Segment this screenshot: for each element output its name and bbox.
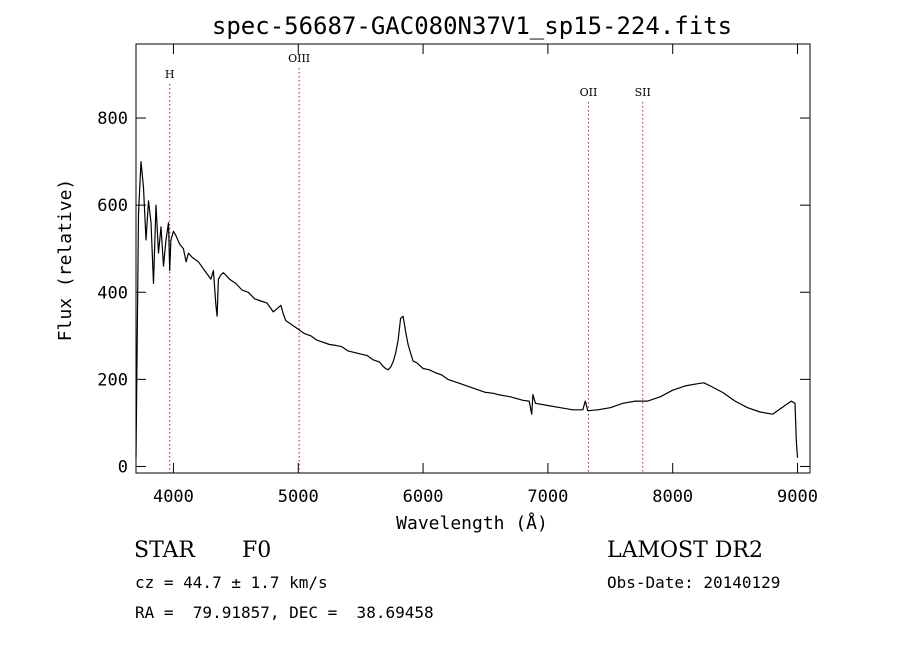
line-marker-label: SII [635, 86, 651, 99]
y-tick-label: 800 [97, 109, 128, 129]
y-tick-label: 0 [118, 457, 128, 477]
line-marker-label: H [165, 68, 175, 81]
redshift-text: cz = 44.7 ± 1.7 km/s [135, 573, 328, 592]
coordinates-text: RA = 79.91857, DEC = 38.69458 [135, 603, 434, 622]
x-tick-label: 9000 [777, 487, 818, 507]
chart-title: spec-56687-GAC080N37V1_sp15-224.fits [212, 12, 732, 40]
plot-frame [135, 43, 811, 474]
x-tick-label: 7000 [527, 487, 568, 507]
x-tick-label: 6000 [403, 487, 444, 507]
x-tick-label: 5000 [278, 487, 319, 507]
y-tick-label: 200 [97, 370, 128, 390]
object-subclass: F0 [242, 538, 272, 563]
y-axis-label: Flux (relative) [55, 179, 76, 342]
obs-date-text: Obs-Date: 20140129 [607, 573, 781, 592]
x-axis-label: Wavelength (Å) [396, 512, 548, 534]
x-tick-label: 8000 [652, 487, 693, 507]
survey-name: LAMOST DR2 [607, 538, 763, 563]
spectrum-chart: spec-56687-GAC080N37V1_sp15-224.fits 400… [55, 12, 818, 534]
line-marker-label: OIII [288, 52, 310, 65]
y-tick-label: 400 [97, 283, 128, 303]
x-tick-label: 4000 [153, 487, 194, 507]
spectrum-line [135, 161, 799, 458]
object-class: STAR [134, 538, 195, 563]
line-marker-label: OII [580, 86, 598, 99]
y-tick-label: 600 [97, 196, 128, 216]
